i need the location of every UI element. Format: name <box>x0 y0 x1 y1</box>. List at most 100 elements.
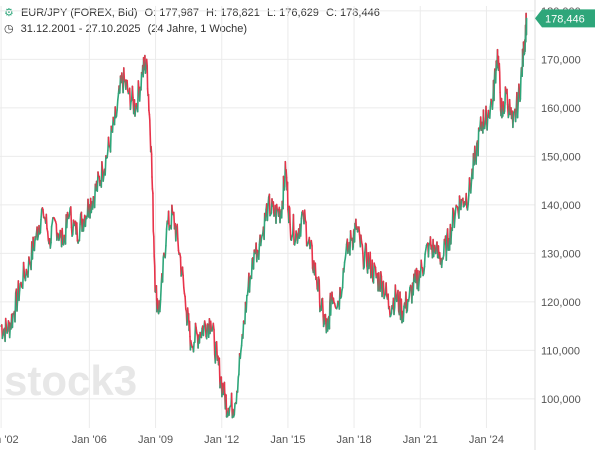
price-segment <box>188 320 191 338</box>
price-segment <box>423 253 426 268</box>
price-segment <box>450 227 453 245</box>
price-segment <box>460 198 463 211</box>
price-segment <box>106 149 109 159</box>
price-segment <box>385 282 388 297</box>
price-segment <box>279 210 282 224</box>
price-segment <box>371 259 374 282</box>
price-segment <box>233 402 236 416</box>
price-segment <box>46 231 50 241</box>
price-segment <box>314 262 317 281</box>
price-segment <box>28 256 31 264</box>
price-segment <box>488 105 492 119</box>
last-price-label: 178,446 <box>535 9 595 28</box>
y-tick-label: 160,000 <box>541 103 581 115</box>
price-segment <box>473 145 477 158</box>
price-segment <box>339 286 342 300</box>
price-segment <box>107 136 110 148</box>
price-segment <box>456 206 460 214</box>
price-segment <box>469 179 473 194</box>
price-segment <box>114 106 117 119</box>
y-tick-label: 100,000 <box>541 394 581 406</box>
price-segment <box>343 261 346 273</box>
price-segment <box>397 289 400 312</box>
price-segment <box>123 67 126 83</box>
price-segment <box>213 328 216 356</box>
watermark: stock3 <box>4 357 137 404</box>
price-segment <box>434 244 438 255</box>
chart-header-ohlc: ⚙ EUR/JPY (FOREX, Bid) O: 177,987 H: 178… <box>4 6 384 19</box>
price-segment <box>475 142 478 165</box>
price-segment <box>183 286 186 295</box>
price-segment <box>321 297 325 318</box>
price-segment <box>150 145 153 155</box>
x-tick-label: Jan '15 <box>270 434 305 446</box>
price-segment <box>200 327 203 339</box>
price-segment <box>159 298 162 313</box>
price-segment <box>195 326 198 334</box>
price-segment <box>171 204 174 214</box>
price-segment <box>246 286 249 296</box>
price-segment <box>518 83 521 95</box>
price-segment <box>159 282 163 301</box>
span-label: (24 Jahre, 1 Woche) <box>147 23 248 35</box>
price-segment <box>248 276 251 293</box>
price-segment <box>296 236 299 244</box>
price-segment <box>360 234 363 243</box>
price-segment <box>365 243 368 267</box>
price-segment <box>393 306 396 316</box>
price-segment <box>402 305 405 323</box>
price-segment <box>311 245 314 269</box>
y-tick-label: 130,000 <box>541 248 581 260</box>
price-segment <box>300 211 303 220</box>
y-tick-label: 170,000 <box>541 54 581 66</box>
price-segment <box>126 79 129 92</box>
price-segment <box>22 261 26 278</box>
price-segment <box>487 109 490 118</box>
price-segment <box>347 247 350 255</box>
price-segment <box>245 294 248 313</box>
price-segment <box>315 276 319 290</box>
price-segment <box>405 291 408 314</box>
price-segment <box>145 58 148 67</box>
price-segment <box>387 293 390 310</box>
price-segment <box>466 203 470 211</box>
price-segment <box>267 196 270 206</box>
y-tick-label: 120,000 <box>541 297 581 309</box>
price-segment <box>242 320 245 339</box>
price-segment <box>349 230 353 241</box>
price-segment <box>49 241 52 249</box>
price-segment <box>368 262 371 270</box>
price-segment <box>45 213 48 230</box>
price-segment <box>121 72 124 80</box>
x-tick-label: Jan '02 <box>0 434 19 446</box>
price-segment <box>58 229 62 238</box>
price-segment <box>514 109 518 123</box>
price-segment <box>212 322 215 331</box>
price-segment <box>268 193 271 217</box>
price-segment <box>32 236 35 248</box>
price-segment <box>161 256 165 283</box>
price-segment <box>462 197 465 208</box>
price-segment <box>299 217 303 237</box>
price-segment <box>2 328 5 336</box>
price-segment <box>259 238 263 247</box>
x-tick-label: Jan '18 <box>337 434 372 446</box>
price-segment <box>506 88 509 106</box>
price-segment <box>406 298 409 312</box>
price-segment <box>91 196 95 210</box>
price-segment <box>486 115 489 131</box>
price-segment <box>417 278 421 292</box>
price-segment <box>516 100 520 119</box>
price-segment <box>305 221 308 247</box>
price-segment <box>79 213 82 225</box>
price-segment <box>209 320 213 332</box>
x-tick-label: Jan '24 <box>469 434 504 446</box>
price-segment <box>293 239 297 246</box>
price-segment <box>61 227 64 245</box>
price-segment <box>440 257 444 269</box>
price-segment <box>420 259 423 269</box>
price-segment <box>240 344 243 352</box>
price-segment <box>477 127 480 157</box>
price-segment <box>250 257 253 280</box>
